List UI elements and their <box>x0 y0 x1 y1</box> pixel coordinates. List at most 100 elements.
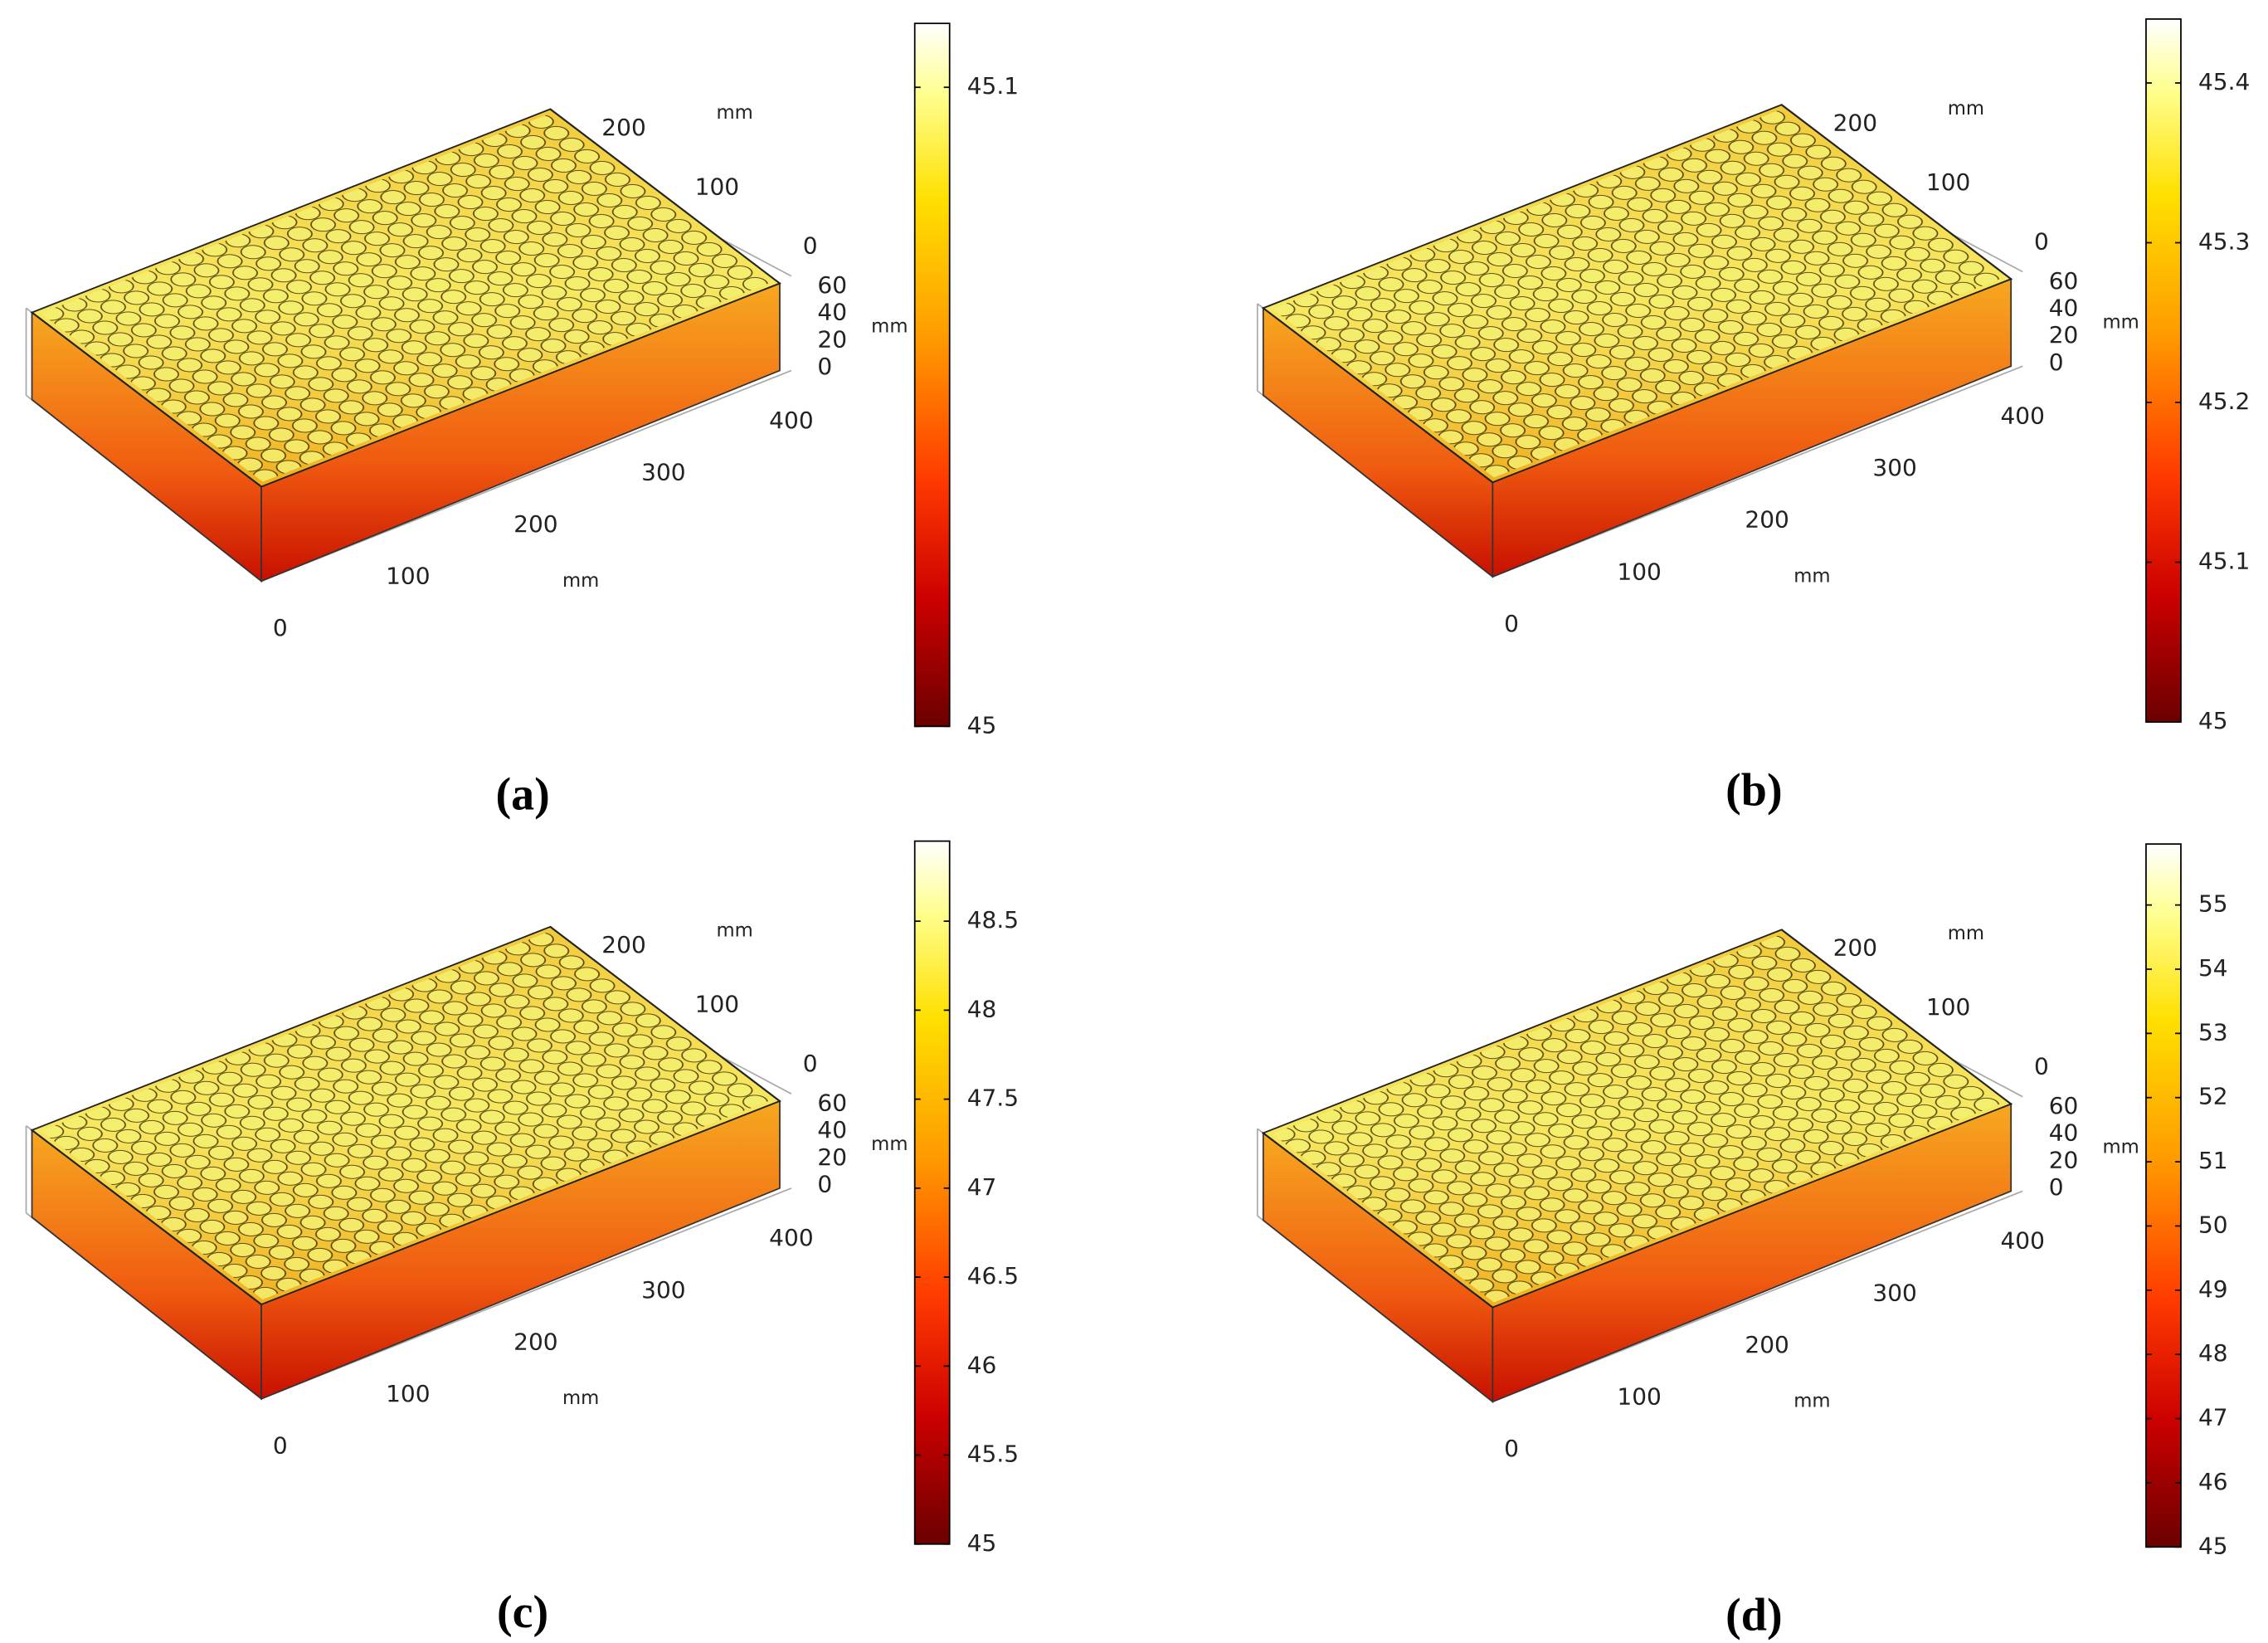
y-tick-label: 100 <box>695 173 739 200</box>
x-tick-label: 200 <box>513 510 557 538</box>
colorbar <box>913 22 951 728</box>
x-unit: mm <box>1793 1391 1830 1412</box>
y-tick-label: 0 <box>803 232 818 260</box>
colorbar-tick-label: 48 <box>2198 1339 2228 1367</box>
colorbar-tick-label: 45.2 <box>2198 388 2250 415</box>
panel-label: (d) <box>1725 1590 1782 1641</box>
panel-label: (a) <box>495 769 549 821</box>
axis-frame <box>1492 365 2023 578</box>
panel-label: (c) <box>497 1587 548 1638</box>
y-tick-label: 0 <box>2034 1053 2049 1080</box>
y-tick-label: 100 <box>1926 168 1970 196</box>
z-tick-label: 0 <box>2049 349 2064 376</box>
axis-frame <box>1492 1190 2023 1403</box>
colorbar-tick-label: 52 <box>2198 1083 2228 1110</box>
x-tick-label: 300 <box>1872 1279 1916 1306</box>
x-tick-label: 100 <box>1617 558 1661 585</box>
top-face <box>1261 929 2013 1309</box>
cell-pattern <box>41 931 771 1300</box>
colorbar-tick-label: 53 <box>2198 1018 2228 1046</box>
colorbar-tick-label: 45 <box>2198 1532 2228 1559</box>
z-tick-label: 0 <box>2049 1173 2064 1201</box>
panel: 010020030040001002000204060mmmmmm4545.14… <box>1256 18 2250 816</box>
axis-frame <box>260 1187 792 1400</box>
x-unit: mm <box>562 570 599 592</box>
colorbar-tick-label: 45 <box>2198 707 2228 734</box>
x-tick-label: 100 <box>1617 1382 1661 1410</box>
top-face <box>30 108 781 488</box>
top-face <box>1261 104 2013 484</box>
x-unit: mm <box>1793 566 1830 587</box>
x-tick-label: 300 <box>641 1276 685 1304</box>
x-tick-label: 200 <box>1745 506 1789 534</box>
z-tick-label: 40 <box>817 299 847 326</box>
z-tick-label: 40 <box>2049 294 2079 321</box>
colorbar-tick-label: 50 <box>2198 1211 2228 1238</box>
x-tick-label: 0 <box>273 614 288 641</box>
y-tick-label: 200 <box>1833 934 1877 962</box>
panel: 010020030040001002000204060mmmmmm4545.1(… <box>25 22 1019 821</box>
x-tick-label: 200 <box>1745 1331 1789 1358</box>
z-tick-label: 20 <box>817 1143 847 1171</box>
x-tick-label: 200 <box>513 1328 557 1355</box>
z-tick-label: 40 <box>817 1116 847 1143</box>
x-tick-label: 400 <box>2000 1227 2044 1255</box>
colorbar-tick-label: 51 <box>2198 1147 2228 1174</box>
x-tick-label: 300 <box>641 458 685 485</box>
y-tick-label: 0 <box>2034 227 2049 255</box>
y-unit: mm <box>716 102 752 124</box>
axis-frame <box>260 369 792 583</box>
colorbar-tick-label: 49 <box>2198 1275 2228 1303</box>
colorbar-tick-label: 46 <box>2198 1468 2228 1495</box>
z-unit: mm <box>871 316 908 338</box>
z-unit: mm <box>2102 1136 2139 1158</box>
y-tick-label: 200 <box>601 114 645 141</box>
cell-pattern <box>1272 110 2003 478</box>
colorbar-tick-label: 45.1 <box>967 72 1019 100</box>
z-tick-label: 20 <box>2049 1146 2079 1173</box>
colorbar-tick-label: 45 <box>967 1529 997 1557</box>
x-tick-label: 300 <box>1872 454 1916 481</box>
colorbar-tick-label: 45.5 <box>967 1441 1019 1468</box>
y-tick-label: 200 <box>1833 110 1877 137</box>
z-unit: mm <box>2102 311 2139 333</box>
y-tick-label: 100 <box>1926 993 1970 1021</box>
top-face <box>30 925 781 1306</box>
z-tick-label: 20 <box>2049 321 2079 349</box>
z-tick-label: 60 <box>817 1089 847 1116</box>
x-tick-label: 400 <box>769 1224 813 1251</box>
y-tick-label: 0 <box>803 1050 818 1077</box>
y-unit: mm <box>716 920 752 942</box>
x-tick-label: 0 <box>1504 1435 1519 1462</box>
colorbar-tick-label: 45 <box>967 711 997 739</box>
panel: 010020030040001002000204060mmmmmm4545.54… <box>25 840 1019 1638</box>
y-tick-label: 200 <box>601 931 645 958</box>
x-tick-label: 400 <box>2000 402 2044 430</box>
x-tick-label: 100 <box>386 563 430 590</box>
z-tick-label: 0 <box>817 353 832 380</box>
colorbar-tick-label: 45.3 <box>2198 227 2250 255</box>
y-unit: mm <box>1948 98 1984 119</box>
z-tick-label: 60 <box>2049 1092 2079 1119</box>
colorbar-tick-label: 55 <box>2198 890 2228 918</box>
x-tick-label: 0 <box>273 1432 288 1460</box>
z-tick-label: 20 <box>817 325 847 353</box>
z-unit: mm <box>871 1134 908 1155</box>
colorbar-tick-label: 47 <box>2198 1404 2228 1431</box>
y-tick-label: 100 <box>695 991 739 1018</box>
colorbar <box>2145 18 2182 723</box>
colorbar <box>913 840 951 1545</box>
colorbar-tick-label: 47 <box>967 1173 997 1201</box>
panel-label: (b) <box>1725 764 1782 816</box>
colorbar-tick-label: 48 <box>967 995 997 1022</box>
x-tick-label: 0 <box>1504 610 1519 637</box>
colorbar <box>2145 843 2182 1548</box>
y-unit: mm <box>1948 923 1984 944</box>
colorbar-tick-label: 46.5 <box>967 1262 1019 1290</box>
x-unit: mm <box>562 1387 599 1409</box>
colorbar-tick-label: 54 <box>2198 954 2228 982</box>
x-tick-label: 400 <box>769 407 813 434</box>
cell-pattern <box>41 114 771 482</box>
colorbar-tick-label: 47.5 <box>967 1085 1019 1112</box>
